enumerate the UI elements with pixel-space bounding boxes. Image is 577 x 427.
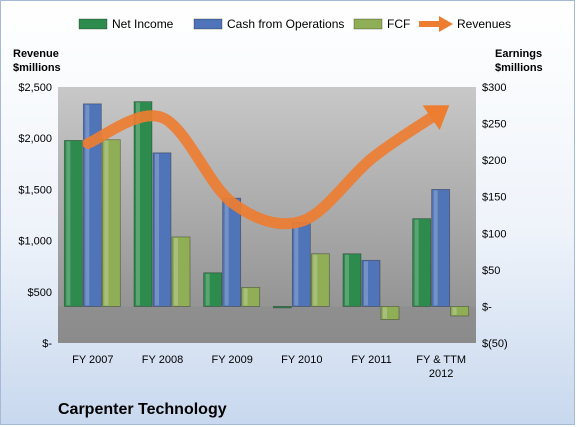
revenue-line — [82, 110, 437, 230]
category-label: FY & TTM — [416, 354, 466, 366]
right-tick-label: $200 — [482, 155, 506, 167]
right-tick-label: $250 — [482, 119, 506, 131]
left-tick-label: $1,000 — [18, 236, 52, 248]
bar-highlight — [85, 104, 90, 306]
x-axis-ticks: FY 2007 FY 2008 FY 2009 FY 2010 FY 2011 FY & … — [72, 354, 466, 380]
right-tick-label: $(50) — [482, 338, 508, 350]
bar-highlight — [364, 261, 368, 306]
bar-fcf — [171, 236, 191, 307]
bars-layer — [58, 101, 476, 343]
legend-swatch-arrow — [439, 16, 453, 32]
right-axis-ticks: $(50) $- $50 $100 $150 $200 $250 $300 — [482, 82, 508, 350]
bar-highlight — [66, 141, 71, 306]
legend-label-cash-from-operations: Cash from Operations — [227, 17, 344, 31]
bar-net-income — [203, 272, 223, 307]
bar-fcf — [380, 306, 400, 320]
bar-cash-from-operations — [82, 103, 102, 307]
right-tick-label: $100 — [482, 228, 506, 240]
right-axis-title-line1: Earnings — [495, 48, 542, 60]
bar-highlight — [294, 223, 299, 306]
bar-net-income — [412, 218, 432, 307]
bar-cash-from-operations — [431, 188, 451, 307]
bar-highlight — [205, 273, 210, 306]
category-label: FY 2008 — [142, 354, 183, 366]
category-label: FY 2009 — [211, 354, 252, 366]
left-tick-label: $500 — [28, 287, 52, 299]
bar-fcf — [101, 139, 121, 307]
bar-highlight — [243, 288, 248, 306]
bar-net-income — [133, 101, 153, 307]
category-label: FY 2011 — [351, 354, 392, 366]
left-tick-label: $- — [42, 338, 52, 350]
right-tick-label: $150 — [482, 192, 506, 204]
legend-label-fcf: FCF — [387, 17, 410, 31]
category-label: FY 2010 — [281, 354, 322, 366]
left-axis-ticks: $- $500 $1,000 $1,500 $2,000 $2,500 — [18, 82, 52, 350]
bar-highlight — [174, 237, 178, 306]
revenue-arrow-head — [422, 105, 450, 131]
left-tick-label: $2,000 — [18, 133, 52, 145]
bar-cash-from-operations — [361, 259, 381, 307]
bar-fcf — [450, 306, 470, 317]
right-tick-label: $300 — [482, 82, 506, 94]
bar-fcf — [241, 287, 261, 307]
revenue-line-layer — [82, 105, 450, 230]
bar-net-income — [63, 139, 83, 307]
bar-cash-from-operations — [152, 152, 172, 307]
bar-highlight — [414, 219, 419, 306]
bar-highlight — [452, 307, 457, 315]
legend-swatch-fcf — [353, 18, 383, 30]
bar-highlight — [104, 140, 109, 306]
legend-label-net-income: Net Income — [112, 17, 174, 31]
legend-label-revenues: Revenues — [457, 17, 511, 31]
left-tick-label: $2,500 — [18, 82, 52, 94]
category-label: 2012 — [429, 368, 453, 380]
bar-highlight — [136, 102, 140, 306]
bar-net-income — [342, 253, 362, 307]
bar-highlight — [345, 254, 349, 306]
bar-highlight — [224, 199, 229, 306]
bar-net-income — [272, 306, 292, 309]
bar-highlight — [155, 153, 159, 306]
right-axis-title-line2: $millions — [495, 62, 543, 74]
category-label: FY 2007 — [72, 354, 113, 366]
right-tick-label: $- — [482, 301, 492, 313]
plot-lower-band — [58, 306, 476, 343]
bar-highlight — [383, 307, 387, 319]
right-tick-label: $50 — [482, 265, 500, 277]
left-axis-title-line1: Revenue — [13, 48, 59, 60]
left-tick-label: $1,500 — [18, 184, 52, 196]
bar-highlight — [313, 254, 318, 306]
company-title: Carpenter Technology — [58, 401, 227, 418]
legend-swatch-cash-from-operations — [193, 18, 223, 30]
left-axis-title-line2: $millions — [13, 62, 61, 74]
bar-highlight — [433, 190, 438, 306]
legend-swatch-net-income — [78, 18, 108, 30]
bar-fcf — [310, 253, 330, 307]
legend: Net Income Cash from Operations FCF Revenue… — [78, 16, 511, 32]
